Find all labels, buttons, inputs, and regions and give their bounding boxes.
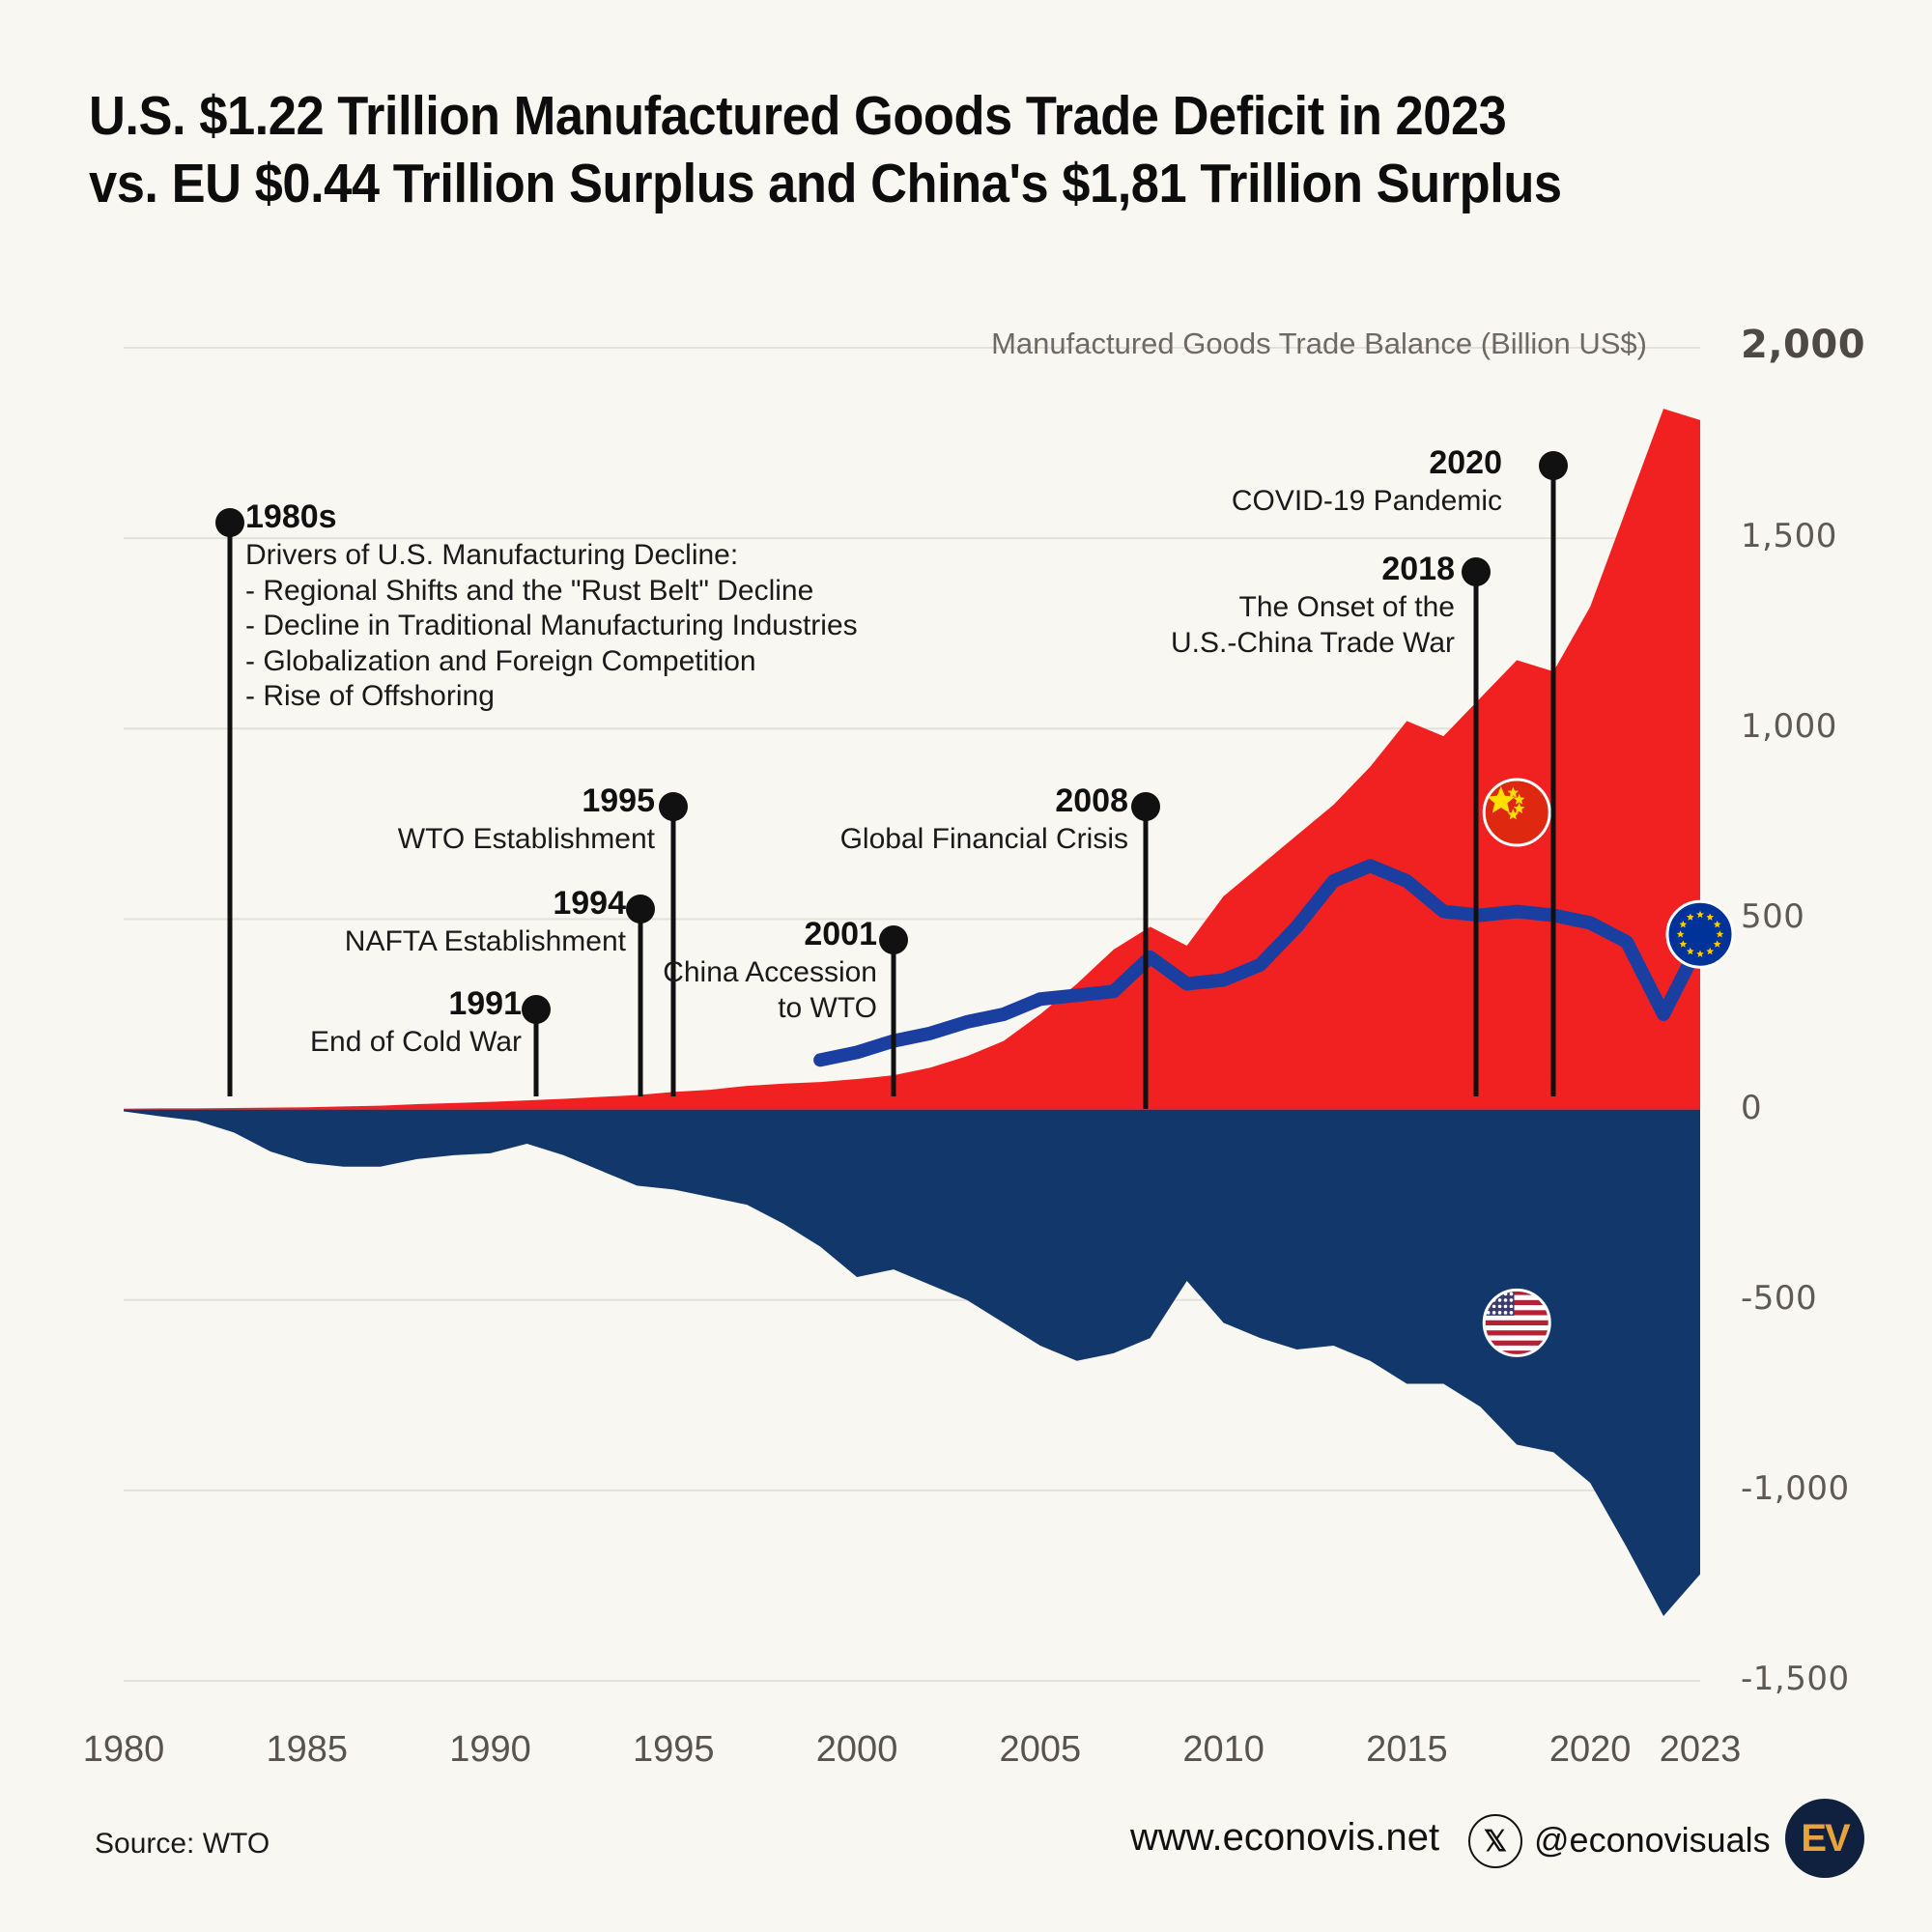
x-axis-tick-2023: 2023 bbox=[1659, 1729, 1742, 1770]
x-axis-tick-2000: 2000 bbox=[815, 1729, 898, 1770]
flag-marker-cn bbox=[1482, 778, 1551, 847]
x-axis-tick-1980: 1980 bbox=[82, 1729, 165, 1770]
annotation-1980s: 1980s Drivers of U.S. Manufacturing Decli… bbox=[245, 500, 858, 715]
x-axis-tick-1990: 1990 bbox=[449, 1729, 531, 1770]
x-axis-tick-1985: 1985 bbox=[266, 1729, 349, 1770]
title-line-2: vs. EU $0.44 Trillion Surplus and China'… bbox=[89, 152, 1562, 214]
annotation-year: 2020 bbox=[1429, 444, 1502, 481]
chart-axis-title: Manufactured Goods Trade Balance (Billio… bbox=[991, 327, 1647, 360]
annotation-year: 1980s bbox=[245, 498, 337, 535]
x-twitter-icon[interactable]: 𝕏 bbox=[1468, 1814, 1522, 1868]
page-title: U.S. $1.22 Trillion Manufactured Goods T… bbox=[89, 83, 1600, 217]
y-axis-tick-0: 0 bbox=[1741, 1088, 1763, 1127]
annotation-1995: 1995 WTO Establishment bbox=[0, 784, 655, 858]
annotation-year: 1995 bbox=[582, 782, 655, 819]
annotation-2018: 2018 The Onset of the U.S.-China Trade Wa… bbox=[0, 553, 1455, 661]
annotation-text: China Accession to WTO bbox=[663, 956, 877, 1024]
econovis-logo: EV bbox=[1785, 1799, 1864, 1878]
x-axis-tick-2020: 2020 bbox=[1548, 1729, 1632, 1770]
annotation-text: COVID-19 Pandemic bbox=[1231, 485, 1502, 517]
x-axis-tick-1995: 1995 bbox=[633, 1729, 715, 1770]
website-link[interactable]: www.econovis.net bbox=[1130, 1816, 1440, 1859]
annotation-1994: 1994 NAFTA Establishment bbox=[0, 887, 626, 960]
y-axis-tick--500: -500 bbox=[1741, 1278, 1818, 1318]
annotation-dot-2020 bbox=[1539, 451, 1568, 480]
x-axis-tick-2005: 2005 bbox=[999, 1729, 1082, 1770]
annotation-dot-1980s bbox=[215, 508, 244, 537]
x-axis-tick-2010: 2010 bbox=[1182, 1729, 1264, 1770]
annotation-dot-1991 bbox=[522, 995, 551, 1024]
annotation-text: Global Financial Crisis bbox=[839, 823, 1128, 855]
annotation-dot-1994 bbox=[626, 895, 655, 923]
annotation-2001: 2001 China Accession to WTO bbox=[0, 918, 877, 1026]
social-handle[interactable]: @econovisuals bbox=[1534, 1820, 1771, 1860]
title-line-1: U.S. $1.22 Trillion Manufactured Goods T… bbox=[89, 85, 1507, 147]
annotation-1991: 1991 End of Cold War bbox=[0, 987, 522, 1061]
annotation-year: 2008 bbox=[1055, 782, 1128, 819]
annotation-text: NAFTA Establishment bbox=[344, 925, 626, 957]
annotation-year: 1994 bbox=[553, 885, 626, 922]
y-axis-tick-1500: 1,500 bbox=[1741, 517, 1837, 556]
y-axis-tick-1000: 1,000 bbox=[1741, 707, 1837, 747]
annotation-text: WTO Establishment bbox=[397, 823, 655, 855]
annotation-year: 2018 bbox=[1381, 551, 1455, 587]
y-axis-tick-500: 500 bbox=[1741, 897, 1805, 937]
y-axis-tick--1500: -1,500 bbox=[1741, 1660, 1850, 1698]
flag-marker-eu bbox=[1665, 899, 1735, 969]
y-axis-tick-2000: 2,000 bbox=[1741, 323, 1866, 367]
annotation-2020: 2020 COVID-19 Pandemic bbox=[0, 446, 1502, 520]
annotation-year: 1991 bbox=[448, 985, 522, 1022]
y-axis-tick--1000: -1,000 bbox=[1741, 1468, 1850, 1508]
flag-marker-us bbox=[1482, 1288, 1551, 1357]
annotation-dot-2001 bbox=[879, 925, 908, 954]
annotation-text: The Onset of the U.S.-China Trade War bbox=[1171, 591, 1455, 659]
annotation-dot-1995 bbox=[659, 792, 688, 821]
annotation-year: 2001 bbox=[804, 916, 877, 952]
annotation-text: Drivers of U.S. Manufacturing Decline: -… bbox=[245, 539, 858, 713]
annotation-dot-2008 bbox=[1131, 792, 1160, 821]
annotation-2008: 2008 Global Financial Crisis bbox=[0, 784, 1128, 858]
source-label: Source: WTO bbox=[95, 1828, 270, 1860]
x-axis-tick-2015: 2015 bbox=[1366, 1729, 1448, 1770]
annotation-dot-2018 bbox=[1462, 557, 1491, 586]
annotation-text: End of Cold War bbox=[310, 1026, 522, 1058]
footer: Source: WTO www.econovis.net 𝕏 @econovis… bbox=[0, 1777, 1932, 1932]
